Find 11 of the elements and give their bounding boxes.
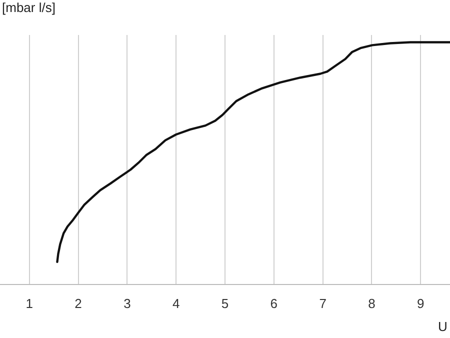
x-tick-label: 5 — [221, 296, 229, 311]
x-tick-label: 6 — [270, 296, 278, 311]
x-tick-label: 8 — [368, 296, 376, 311]
x-tick-label: 7 — [319, 296, 326, 311]
x-tick-label: 9 — [417, 296, 424, 311]
x-tick-label: 2 — [74, 296, 82, 311]
x-axis-title: U — [438, 319, 448, 334]
x-tick-label: 3 — [124, 296, 131, 311]
x-tick-label: 1 — [26, 296, 33, 311]
y-axis-title: [mbar l/s] — [2, 0, 56, 16]
x-tick-label: 4 — [172, 296, 180, 311]
